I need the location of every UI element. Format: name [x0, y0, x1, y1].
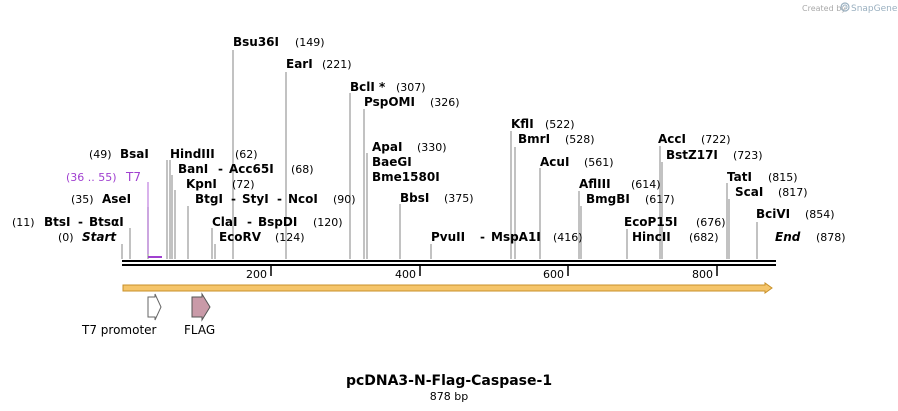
- site-hincii[interactable]: HincII: [632, 230, 671, 244]
- map-title: pcDNA3-N-Flag-Caspase-1: [346, 373, 552, 389]
- site-bbsi[interactable]: BbsI: [400, 191, 429, 205]
- site-dash-4: -: [277, 192, 282, 206]
- site-bsai-pos: (49): [89, 148, 112, 161]
- tick-400: 400: [395, 268, 416, 281]
- site-leader-lines: [121, 50, 758, 259]
- site-hindiii[interactable]: HindIII: [170, 147, 215, 161]
- site-bbsi-pos: (375): [444, 192, 474, 205]
- site-hincii-pos: (682): [689, 231, 719, 244]
- site-ecorv[interactable]: EcoRV: [219, 230, 262, 244]
- t7-promoter-feature[interactable]: [147, 293, 162, 321]
- site-bmri-pos: (528): [565, 133, 595, 146]
- site-mspa1i[interactable]: MspA1I: [491, 230, 541, 244]
- site-bcli[interactable]: BclI *: [350, 80, 386, 94]
- site-btgi[interactable]: BtgI: [195, 192, 223, 206]
- t7-promoter-label: T7 promoter: [81, 323, 157, 337]
- site-bspdi[interactable]: BspDI: [258, 215, 297, 229]
- site-bmgbi[interactable]: BmgBI: [586, 192, 630, 206]
- site-bani[interactable]: BanI: [178, 162, 208, 176]
- scale-ticks: [270, 266, 718, 276]
- site-bsu36i[interactable]: Bsu36I: [233, 35, 279, 49]
- site-styi[interactable]: StyI: [242, 192, 269, 206]
- site-kfli[interactable]: KflI: [511, 117, 534, 131]
- site-dash-1: -: [480, 230, 485, 244]
- backbone: [122, 260, 776, 266]
- site-btsi[interactable]: BtsI: [44, 215, 71, 229]
- site-bmri[interactable]: BmrI: [518, 132, 550, 146]
- site-kpni-pos: (72): [232, 178, 255, 191]
- site-asei[interactable]: AseI: [102, 192, 131, 206]
- site-eari[interactable]: EarI: [286, 57, 313, 71]
- credit-prefix: Created by: [802, 4, 846, 13]
- flag-label: FLAG: [184, 323, 215, 337]
- site-ncoi-pos: (90): [333, 193, 356, 206]
- site-start-pos: (0): [58, 231, 74, 244]
- site-pspomi[interactable]: PspOMI: [364, 95, 415, 109]
- site-btsai[interactable]: BtsαI: [89, 215, 124, 229]
- tick-200: 200: [246, 268, 267, 281]
- site-bmgbi-pos: (617): [645, 193, 675, 206]
- site-ecorv-pos: (124): [275, 231, 305, 244]
- site-start[interactable]: Start: [82, 230, 117, 244]
- site-scai[interactable]: ScaI: [735, 185, 763, 199]
- site-dash-3: -: [231, 192, 236, 206]
- site-bsu36i-pos: (149): [295, 36, 325, 49]
- map-length: 878 bp: [430, 390, 468, 403]
- site-ecop15i-pos: (676): [696, 216, 726, 229]
- site-asei-pos: (35): [71, 193, 94, 206]
- snapgene-logo-icon: [840, 2, 850, 12]
- orf-arrow[interactable]: [122, 282, 773, 294]
- site-pvuii[interactable]: PvuII: [431, 230, 465, 244]
- site-bstz17i[interactable]: BstZ17I: [666, 148, 718, 162]
- site-acui-pos: (561): [584, 156, 614, 169]
- site-acci[interactable]: AccI: [658, 132, 686, 146]
- site-end-pos: (878): [816, 231, 846, 244]
- site-bsai[interactable]: BsaI: [120, 147, 149, 161]
- site-clai[interactable]: ClaI: [212, 215, 237, 229]
- site-baegi[interactable]: BaeGI: [372, 155, 412, 169]
- site-dash-5: -: [247, 215, 252, 229]
- site-bcivi[interactable]: BciVI: [756, 207, 790, 221]
- tick-600: 600: [543, 268, 564, 281]
- site-acui[interactable]: AcuI: [540, 155, 569, 169]
- site-acc65i[interactable]: Acc65I: [229, 162, 274, 176]
- site-bspdi-pos: (120): [313, 216, 343, 229]
- site-bcivi-pos: (854): [805, 208, 835, 221]
- t7-primer-label[interactable]: T7: [125, 170, 141, 184]
- site-tati[interactable]: TatI: [727, 170, 752, 184]
- site-ncoi[interactable]: NcoI: [288, 192, 318, 206]
- site-scai-pos: (817): [778, 186, 808, 199]
- site-apai-pos: (330): [417, 141, 447, 154]
- site-mspa1i-pos: (416): [553, 231, 583, 244]
- site-ecop15i[interactable]: EcoP15I: [624, 215, 678, 229]
- site-dash-2: -: [218, 162, 223, 176]
- site-tati-pos: (815): [768, 171, 798, 184]
- site-apai[interactable]: ApaI: [372, 140, 402, 154]
- site-dash-6: -: [78, 215, 83, 229]
- site-hindiii-pos: (62): [235, 148, 258, 161]
- site-eari-pos: (221): [322, 58, 352, 71]
- t7-primer-range: (36 .. 55): [66, 171, 117, 184]
- site-kpni[interactable]: KpnI: [186, 177, 217, 191]
- site-afliii-pos: (614): [631, 178, 661, 191]
- site-bstz17i-pos: (723): [733, 149, 763, 162]
- site-afliii[interactable]: AflIII: [579, 177, 611, 191]
- site-acc65i-pos: (68): [291, 163, 314, 176]
- site-kfli-pos: (522): [545, 118, 575, 131]
- site-pspomi-pos: (326): [430, 96, 460, 109]
- site-bme1580i[interactable]: Bme1580I: [372, 170, 440, 184]
- site-bcli-pos: (307): [396, 81, 426, 94]
- flag-feature[interactable]: [191, 292, 211, 322]
- site-end[interactable]: End: [775, 230, 801, 244]
- site-acci-pos: (722): [701, 133, 731, 146]
- credit-brand: SnapGene: [851, 4, 898, 14]
- site-btsi-pos: (11): [12, 216, 35, 229]
- tick-800: 800: [692, 268, 713, 281]
